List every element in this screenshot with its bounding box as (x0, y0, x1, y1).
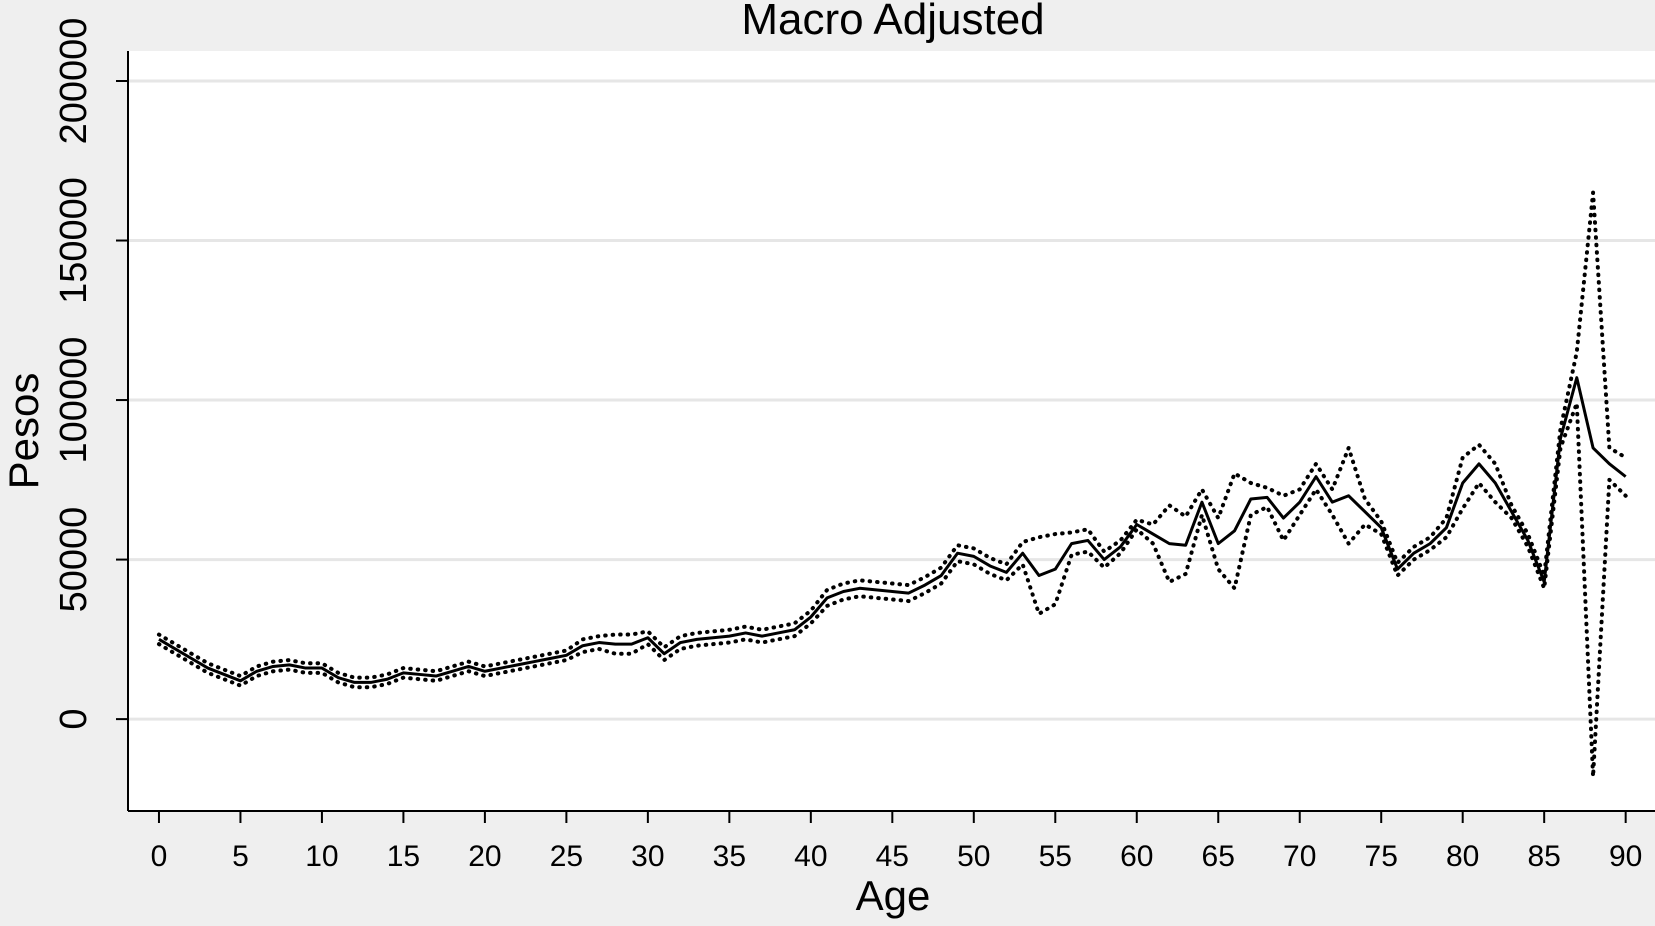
x-tick-label: 90 (1609, 840, 1642, 873)
chart-title: Macro Adjusted (741, 0, 1044, 44)
y-tick-label: 100000 (53, 337, 95, 464)
line-series (156, 190, 1628, 680)
x-tick-label: 50 (957, 840, 990, 873)
x-tick-label: 30 (631, 840, 664, 873)
x-tick-label: 45 (876, 840, 909, 873)
x-tick-label: 80 (1446, 840, 1479, 873)
y-tick-label: 0 (53, 709, 95, 730)
x-tick-label: 60 (1120, 840, 1153, 873)
x-tick-label: 85 (1527, 840, 1560, 873)
x-tick-label: 25 (550, 840, 583, 873)
x-tick-label: 75 (1365, 840, 1398, 873)
x-tick-label: 55 (1039, 840, 1072, 873)
y-axis-label: Pesos (0, 373, 47, 490)
y-tick-label: 150000 (53, 177, 95, 304)
x-tick-label: 65 (1202, 840, 1235, 873)
line-series (156, 401, 1628, 779)
x-tick-label: 40 (794, 840, 827, 873)
x-tick-label: 35 (713, 840, 746, 873)
x-axis-label: Age (856, 872, 931, 919)
x-tick-label: 10 (305, 840, 338, 873)
x-tick-label: 5 (232, 840, 249, 873)
plot-area (128, 51, 1655, 811)
x-tick-label: 15 (387, 840, 420, 873)
x-tick-label: 70 (1283, 840, 1316, 873)
y-tick-label: 200000 (53, 18, 95, 145)
y-tick-label: 50000 (53, 507, 95, 613)
x-tick-label: 20 (468, 840, 501, 873)
x-tick-label: 0 (151, 840, 168, 873)
line-series (158, 376, 1627, 684)
